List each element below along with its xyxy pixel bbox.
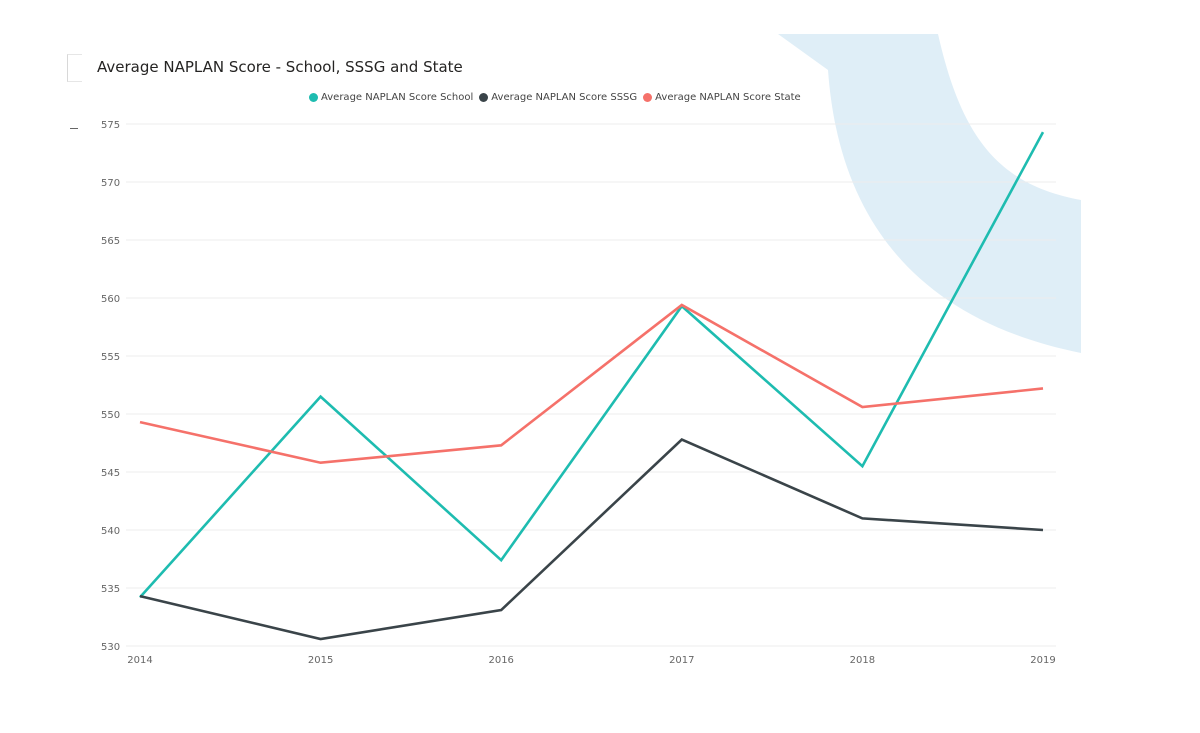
y-tick-label: 560 — [101, 294, 120, 305]
y-axis: 530 535 540 545 550 555 560 565 570 575 — [101, 120, 120, 653]
series-line-school[interactable] — [139, 131, 1045, 599]
legend-marker-icon — [479, 93, 489, 102]
legend-item[interactable]: Average NAPLAN Score State — [643, 92, 801, 103]
legend-label: Average NAPLAN Score State — [655, 92, 801, 103]
y-tick-label: 545 — [101, 468, 120, 479]
visual-header-bracket[interactable] — [67, 54, 82, 82]
legend-item[interactable]: Average NAPLAN Score SSSG — [479, 92, 637, 103]
x-tick-label: 2015 — [308, 655, 333, 666]
legend-marker-icon — [309, 93, 318, 102]
x-axis: 2014 2015 2016 2017 2018 2019 — [127, 655, 1055, 666]
series-line-sssg[interactable] — [139, 437, 1044, 641]
y-tick-label: 535 — [101, 584, 120, 595]
legend-marker-icon — [643, 93, 653, 102]
y-tick-label: 540 — [101, 526, 120, 537]
legend: Average NAPLAN Score School Average NAPLA… — [309, 92, 807, 103]
x-tick-label: 2016 — [488, 655, 513, 666]
y-tick-label: 575 — [101, 120, 120, 131]
y-tick-label: 550 — [101, 410, 120, 421]
y-tick-label: 565 — [101, 236, 120, 247]
series-line-state[interactable] — [139, 303, 1044, 465]
x-tick-label: 2014 — [127, 655, 152, 666]
series-lines — [139, 131, 1045, 641]
x-tick-label: 2019 — [1030, 655, 1055, 666]
legend-item[interactable]: Average NAPLAN Score School — [309, 92, 473, 103]
y-tick-label: 570 — [101, 178, 120, 189]
gridlines — [126, 123, 1056, 647]
y-tick-label: 530 — [101, 642, 120, 653]
background-arc-shape — [778, 34, 1081, 353]
legend-label: Average NAPLAN Score SSSG — [491, 92, 638, 103]
chart-title: Average NAPLAN Score - School, SSSG and … — [97, 58, 463, 76]
x-tick-label: 2018 — [850, 655, 875, 666]
legend-label: Average NAPLAN Score School — [321, 92, 474, 103]
drag-handle[interactable] — [70, 128, 78, 129]
x-tick-label: 2017 — [669, 655, 694, 666]
y-tick-label: 555 — [101, 352, 120, 363]
